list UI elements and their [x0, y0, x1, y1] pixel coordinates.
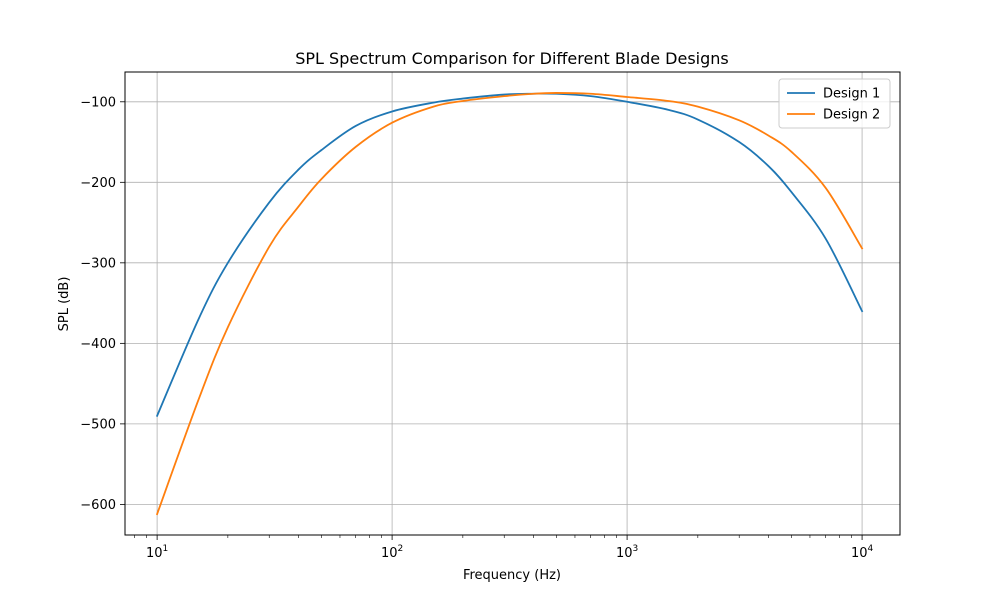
x-tick-label: 103 [616, 544, 638, 561]
x-tick-exponent: 2 [398, 544, 404, 554]
y-tick-label: −300 [80, 256, 116, 271]
y-tick-label: −400 [80, 337, 116, 352]
y-tick-label: −200 [80, 176, 116, 191]
x-tick-base: 10 [381, 546, 398, 561]
y-tick-label: −600 [80, 498, 116, 513]
x-tick-label: 102 [381, 544, 403, 561]
axis-ticks: 101 102 103 104−100−200−300−400−500−600 [80, 95, 873, 561]
plot-lines [155, 92, 864, 516]
legend-label-1: Design 1 [823, 87, 880, 102]
x-tick-base: 10 [616, 546, 633, 561]
legend-label-2: Design 2 [823, 108, 880, 123]
x-tick-exponent: 1 [163, 544, 169, 554]
x-axis-label: Frequency (Hz) [463, 568, 561, 583]
y-axis-label: SPL (dB) [57, 277, 72, 332]
legend: Design 1 Design 2 [778, 78, 891, 129]
x-tick-exponent: 3 [632, 544, 638, 554]
plot-area-frame [124, 71, 901, 536]
series-line-1 [155, 92, 864, 418]
legend-box [778, 78, 891, 129]
x-tick-base: 10 [146, 546, 163, 561]
x-tick-label: 101 [146, 544, 168, 561]
x-tick-base: 10 [851, 546, 868, 561]
x-tick-exponent: 4 [867, 544, 873, 554]
y-tick-label: −500 [80, 417, 116, 432]
grid-lines [125, 72, 900, 535]
y-tick-label: −100 [80, 95, 116, 110]
x-tick-label: 104 [851, 544, 874, 561]
chart-title: SPL Spectrum Comparison for Different Bl… [295, 49, 728, 68]
series-line-2 [155, 92, 864, 516]
